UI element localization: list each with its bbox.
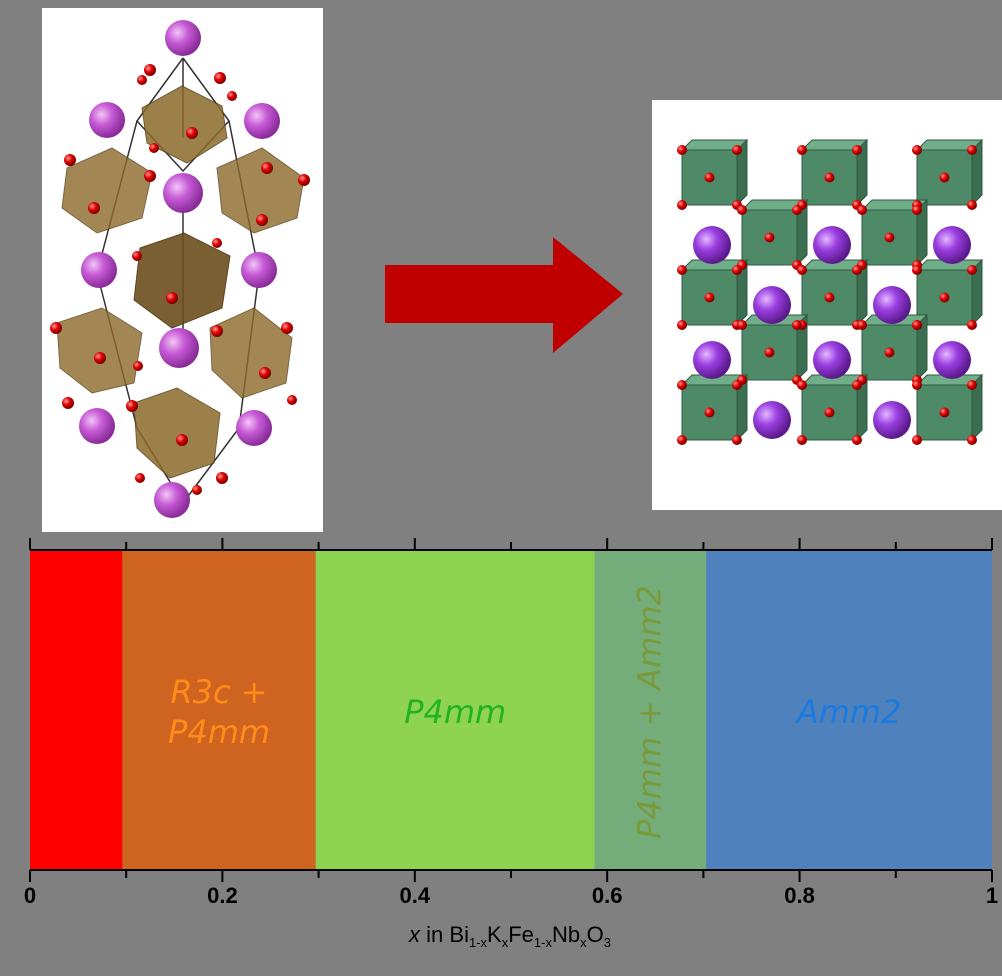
structure-panel-left — [42, 8, 323, 532]
structure-panel-right — [652, 100, 1002, 510]
phase-region-label-2: P4mm — [404, 693, 506, 731]
oxygen-atoms — [50, 64, 310, 495]
phase-region-label-1: R3c + P4mm — [168, 673, 270, 751]
rhombohedral-structure-illustration — [50, 20, 310, 518]
phase-region-label-4: Amm2 — [795, 693, 902, 731]
right-arrow-icon — [385, 237, 623, 353]
phase-regions — [30, 550, 992, 870]
orthorhombic-structure-illustration — [677, 138, 984, 445]
phase-region-4 — [706, 550, 992, 870]
tick-marks — [29, 538, 993, 882]
tick-label-3: 0.6 — [592, 883, 623, 908]
potassium-atoms — [693, 226, 971, 439]
phase-region-2 — [315, 550, 595, 870]
phase-region-labels: R3c + P4mm P4mm P4mm + Amm2 Amm2 — [168, 585, 901, 839]
tick-label-5: 1 — [986, 883, 998, 908]
tick-label-0: 0 — [24, 883, 36, 908]
oxygen-atoms — [677, 145, 977, 445]
feo6-octahedra — [56, 85, 305, 479]
phase-region-1 — [122, 550, 316, 870]
phase-region-0 — [30, 550, 123, 870]
tick-labels: 0 0.2 0.4 0.6 0.8 1 — [24, 883, 998, 908]
x-axis-title: x in Bi1-xKxFe1-xNbxO3 — [408, 922, 611, 950]
tick-label-2: 0.4 — [400, 883, 431, 908]
phase-region-label-3: P4mm + Amm2 — [630, 585, 668, 839]
tick-label-4: 0.8 — [784, 883, 815, 908]
arrow-shape — [385, 237, 623, 353]
tick-label-1: 0.2 — [207, 883, 238, 908]
bismuth-potassium-atoms — [79, 20, 280, 518]
phase-region-3 — [594, 550, 707, 870]
